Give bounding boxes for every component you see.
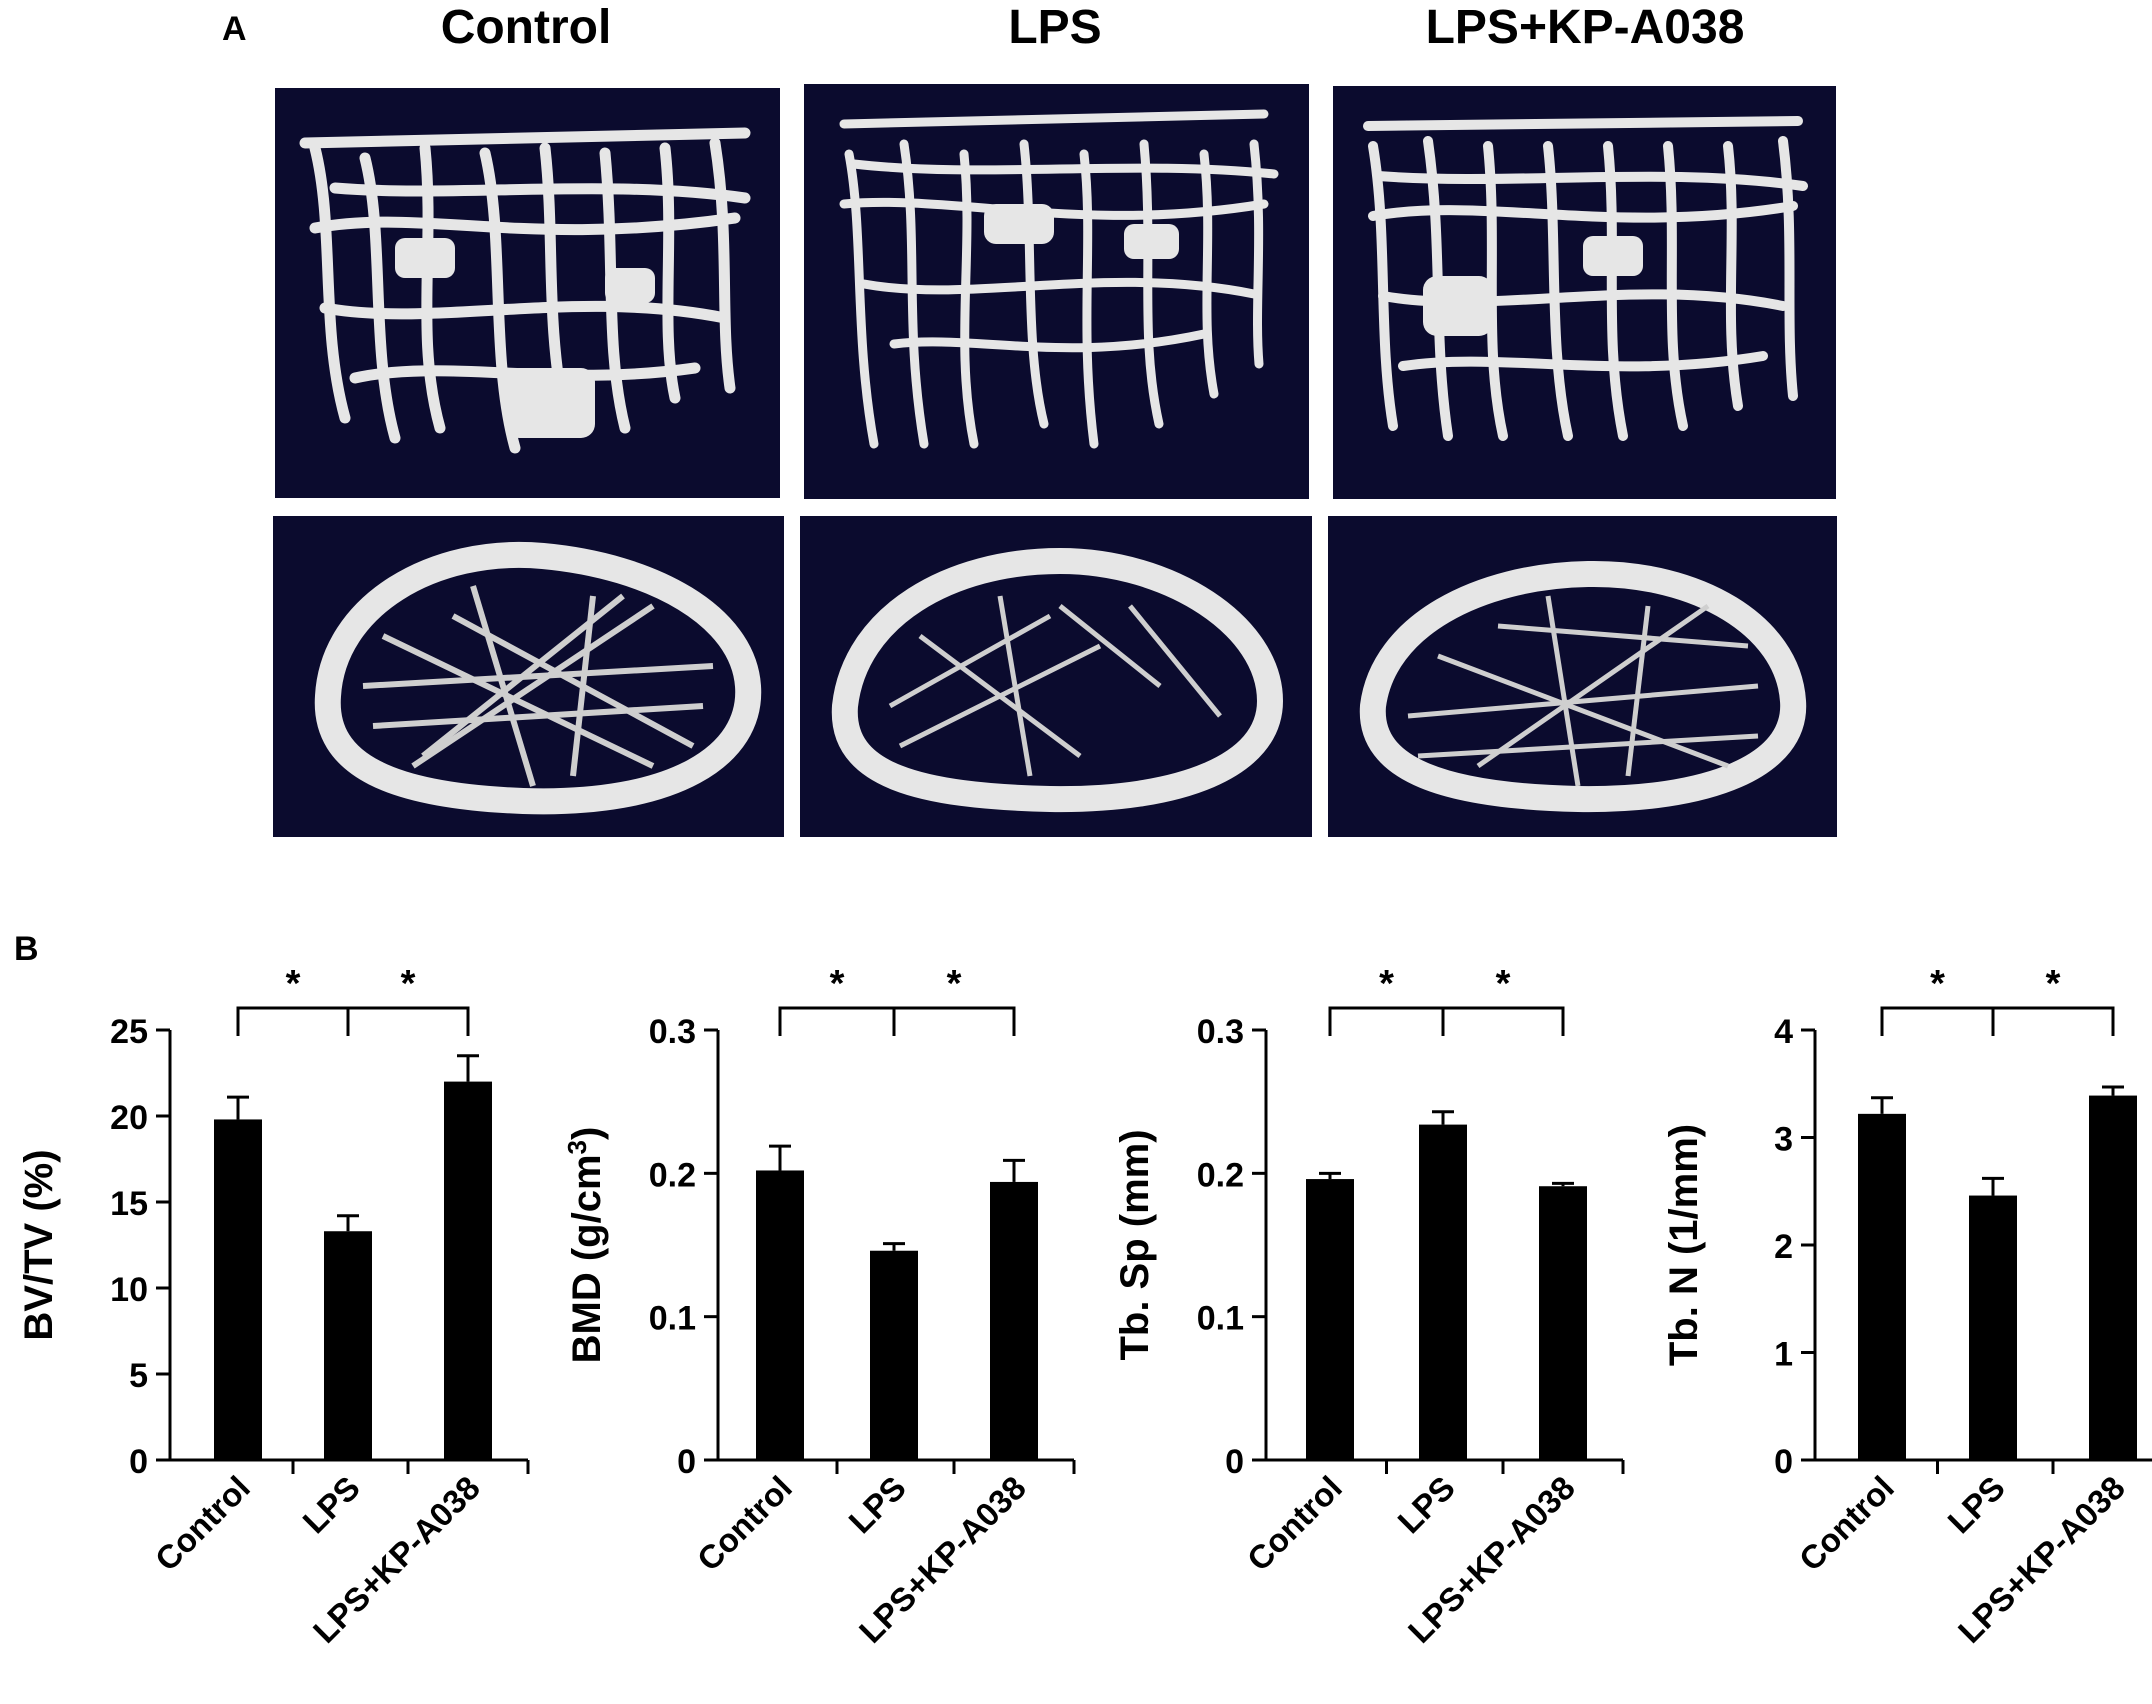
y-tick-label: 3 <box>1774 1121 1793 1159</box>
y-tick-label: 2 <box>1774 1228 1793 1266</box>
bar <box>1306 1179 1354 1460</box>
bar <box>1858 1113 1906 1460</box>
y-tick-label: 0.1 <box>649 1300 696 1338</box>
y-axis-label: Tb. N (1/mm) <box>1662 1124 1706 1366</box>
y-tick-label: 0 <box>129 1443 148 1481</box>
microct-section-lps-image <box>800 516 1312 837</box>
significance-bracket <box>346 1006 470 1036</box>
significance-star: * <box>1496 963 1511 1005</box>
x-category-label: Control <box>690 1469 799 1578</box>
bar <box>870 1250 918 1460</box>
microct-section-control-image <box>273 516 784 837</box>
significance-star: * <box>830 963 845 1005</box>
y-tick-label: 0 <box>677 1443 696 1481</box>
panel-a-label: A <box>222 10 247 48</box>
microct-section-lps-kp-image <box>1328 516 1837 837</box>
significance-star: * <box>1930 963 1945 1005</box>
significance-star: * <box>401 963 416 1005</box>
x-category-label: Control <box>148 1469 257 1578</box>
y-tick-label: 0 <box>1225 1443 1244 1481</box>
column-title-lps: LPS <box>1008 1 1102 54</box>
y-tick-label: 0.2 <box>1197 1156 1244 1194</box>
y-tick-label: 25 <box>110 1013 148 1051</box>
bar <box>1539 1186 1587 1460</box>
significance-star: * <box>2046 963 2061 1005</box>
y-tick-label: 0.3 <box>649 1013 696 1051</box>
significance-bracket <box>1991 1006 2115 1036</box>
y-tick-label: 0.3 <box>1197 1013 1244 1051</box>
y-tick-label: 1 <box>1774 1336 1793 1374</box>
significance-bracket <box>1441 1006 1565 1036</box>
bar <box>444 1081 492 1460</box>
microct-3d-lps-kp-image <box>1333 86 1836 499</box>
y-axis-label: Tb. Sp (mm) <box>1113 1129 1157 1360</box>
significance-bracket <box>236 1006 350 1036</box>
bar <box>214 1119 262 1460</box>
significance-star: * <box>286 963 301 1005</box>
y-axis-label: BV/TV (%) <box>17 1149 61 1340</box>
bar <box>756 1170 804 1460</box>
significance-star: * <box>947 963 962 1005</box>
x-category-label: LPS <box>841 1469 913 1541</box>
significance-bracket <box>892 1006 1016 1036</box>
bar <box>324 1231 372 1460</box>
microct-3d-lps-image <box>804 84 1309 499</box>
x-category-label: LPS <box>1390 1469 1462 1541</box>
y-tick-label: 0.1 <box>1197 1300 1244 1338</box>
y-tick-label: 0.2 <box>649 1156 696 1194</box>
y-tick-label: 20 <box>110 1099 148 1137</box>
significance-bracket <box>1880 1006 1995 1036</box>
x-category-label: LPS <box>1940 1469 2012 1541</box>
panel-b-label: B <box>14 930 39 968</box>
y-tick-label: 10 <box>110 1271 148 1309</box>
y-tick-label: 4 <box>1774 1013 1793 1051</box>
bar <box>1419 1124 1467 1460</box>
microct-3d-control-image <box>275 88 780 498</box>
bar <box>1969 1195 2017 1460</box>
column-title-control: Control <box>440 1 612 54</box>
significance-bracket <box>778 1006 896 1036</box>
x-category-label: LPS <box>295 1469 367 1541</box>
x-category-label: Control <box>1792 1469 1901 1578</box>
x-category-label: Control <box>1240 1469 1349 1578</box>
y-axis-label: BMD (g/cm3) <box>562 1127 609 1364</box>
significance-bracket <box>1328 1006 1445 1036</box>
y-tick-label: 5 <box>129 1357 148 1395</box>
bar <box>2089 1095 2137 1460</box>
column-title-lps-kp: LPS+KP-A038 <box>1425 1 1745 54</box>
y-tick-label: 15 <box>110 1185 148 1223</box>
y-tick-label: 0 <box>1774 1443 1793 1481</box>
bar <box>990 1181 1038 1460</box>
significance-star: * <box>1379 963 1394 1005</box>
